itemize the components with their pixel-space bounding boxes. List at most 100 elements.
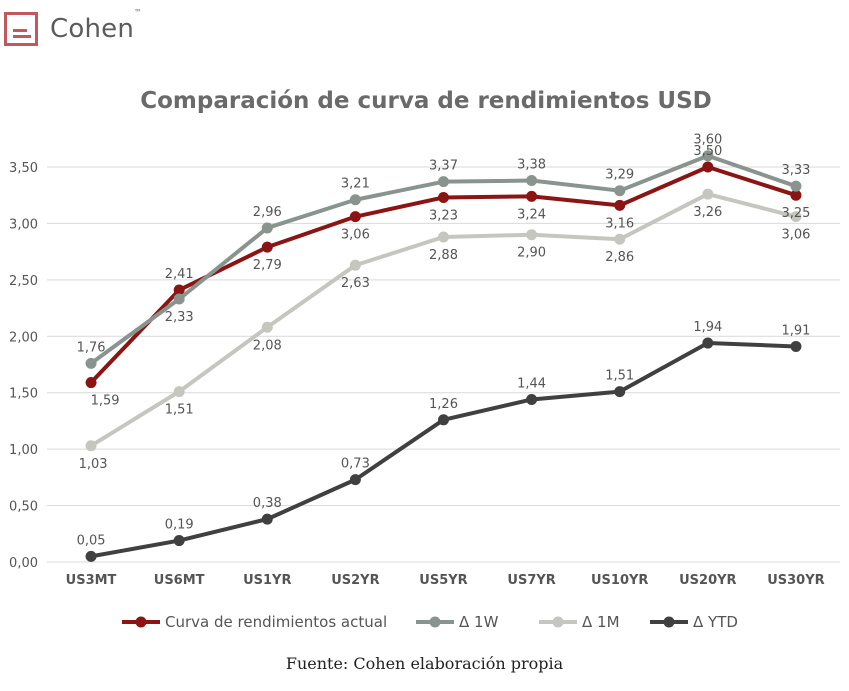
data-point	[173, 293, 185, 305]
data-point	[261, 321, 273, 333]
data-point	[790, 211, 802, 223]
data-label: 1,76	[77, 340, 106, 355]
data-label: 3,23	[429, 208, 458, 223]
data-point	[614, 386, 626, 398]
data-label: 2,33	[165, 310, 194, 325]
gridlines	[47, 166, 840, 563]
y-tick-label: 2,50	[9, 274, 38, 289]
legend-label: Δ 1W	[459, 613, 499, 631]
data-point	[349, 259, 361, 271]
data-point	[790, 180, 802, 192]
y-tick-label: 0,00	[9, 556, 38, 571]
x-tick-label: US1YR	[243, 573, 291, 588]
x-tick-label: US20YR	[679, 573, 736, 588]
legend: Curva de rendimientos actual Δ 1W Δ 1M Δ YT…	[122, 613, 738, 631]
data-label: 1,51	[605, 369, 634, 384]
data-label: 0,38	[253, 496, 282, 511]
data-point	[526, 229, 538, 241]
y-tick-label: 3,00	[9, 217, 38, 232]
data-point	[702, 337, 714, 349]
data-label: 3,33	[781, 163, 810, 178]
legend-label: Δ 1M	[582, 613, 620, 631]
data-point	[261, 222, 273, 234]
x-tick-label: US2YR	[331, 573, 379, 588]
data-point	[261, 513, 273, 525]
legend-marker	[429, 616, 441, 628]
data-label: 3,38	[517, 158, 546, 173]
data-label: 2,41	[165, 267, 194, 282]
data-label: 1,91	[781, 323, 810, 338]
data-label: 3,37	[429, 159, 458, 174]
x-tick-label: US30YR	[767, 573, 824, 588]
y-tick-label: 1,00	[9, 443, 38, 458]
data-label: 3,24	[517, 207, 546, 222]
legend-marker	[135, 616, 147, 628]
chart-title: Comparación de curva de rendimientos USD	[140, 88, 712, 114]
data-label: 0,05	[77, 533, 106, 548]
data-point	[349, 194, 361, 206]
data-point	[173, 284, 185, 296]
data-point	[702, 188, 714, 200]
data-label: 2,63	[341, 276, 370, 291]
data-label: 2,90	[517, 246, 546, 261]
data-label: 3,21	[341, 177, 370, 192]
data-point	[702, 150, 714, 162]
legend-marker	[552, 616, 564, 628]
data-point	[702, 161, 714, 173]
legend-label: Curva de rendimientos actual	[165, 613, 387, 631]
data-point	[261, 241, 273, 253]
data-label: 0,19	[165, 518, 194, 533]
axes: 0,00 0,50 1,00 1,50 2,00 2,50 3,00 3,50 US3MT US6…	[9, 161, 825, 588]
data-label: 2,86	[605, 250, 634, 265]
legend-label: Δ YTD	[693, 613, 738, 631]
data-point	[790, 340, 802, 352]
data-point	[614, 233, 626, 245]
data-label: 2,96	[253, 205, 282, 220]
data-point	[438, 191, 449, 203]
source-note: Fuente: Cohen elaboración propia	[285, 654, 564, 673]
x-tick-label: US6MT	[154, 573, 205, 588]
brand-trademark: ™	[134, 8, 143, 17]
y-tick-label: 2,00	[9, 330, 38, 345]
y-tick-label: 0,50	[9, 500, 38, 515]
data-label: 2,79	[253, 258, 282, 273]
y-tick-label: 3,50	[9, 161, 38, 176]
data-point	[85, 377, 97, 389]
x-tick-label: US3MT	[66, 573, 117, 588]
x-tick-label: US7YR	[507, 573, 555, 588]
data-point	[438, 176, 449, 188]
data-label: 1,51	[165, 403, 194, 418]
data-labels: 1,59 2,41 2,79 3,06 3,23 3,24 3,16 3,50 3,25 1,76…	[77, 133, 811, 549]
data-point	[85, 440, 97, 452]
y-tick-label: 1,50	[9, 387, 38, 402]
x-tick-label: US5YR	[419, 573, 467, 588]
cohen-logo: Cohen™	[4, 8, 143, 46]
data-label: 3,16	[605, 216, 634, 231]
data-point	[349, 474, 361, 486]
data-label: 1,44	[517, 376, 546, 391]
data-label: 3,06	[781, 228, 810, 243]
data-label: 1,59	[91, 394, 120, 409]
data-point	[614, 185, 626, 197]
data-label: 3,25	[781, 206, 810, 221]
data-point	[526, 393, 538, 405]
data-label: 3,06	[341, 228, 370, 243]
data-label: 3,50	[693, 144, 722, 159]
data-point	[85, 550, 97, 562]
data-point	[173, 386, 185, 398]
data-label: 2,88	[429, 248, 458, 263]
cohen-logo-icon	[4, 12, 38, 46]
data-label: 3,26	[693, 205, 722, 220]
x-tick-label: US10YR	[591, 573, 648, 588]
data-label: 1,26	[429, 397, 458, 412]
data-point	[349, 211, 361, 223]
data-point	[438, 414, 449, 426]
brand-name: Cohen™	[50, 8, 143, 44]
series-line-3	[89, 341, 798, 559]
data-point	[526, 190, 538, 202]
data-point	[526, 175, 538, 187]
data-point	[790, 189, 802, 201]
series-lines	[85, 150, 802, 562]
data-label: 3,29	[605, 168, 634, 183]
